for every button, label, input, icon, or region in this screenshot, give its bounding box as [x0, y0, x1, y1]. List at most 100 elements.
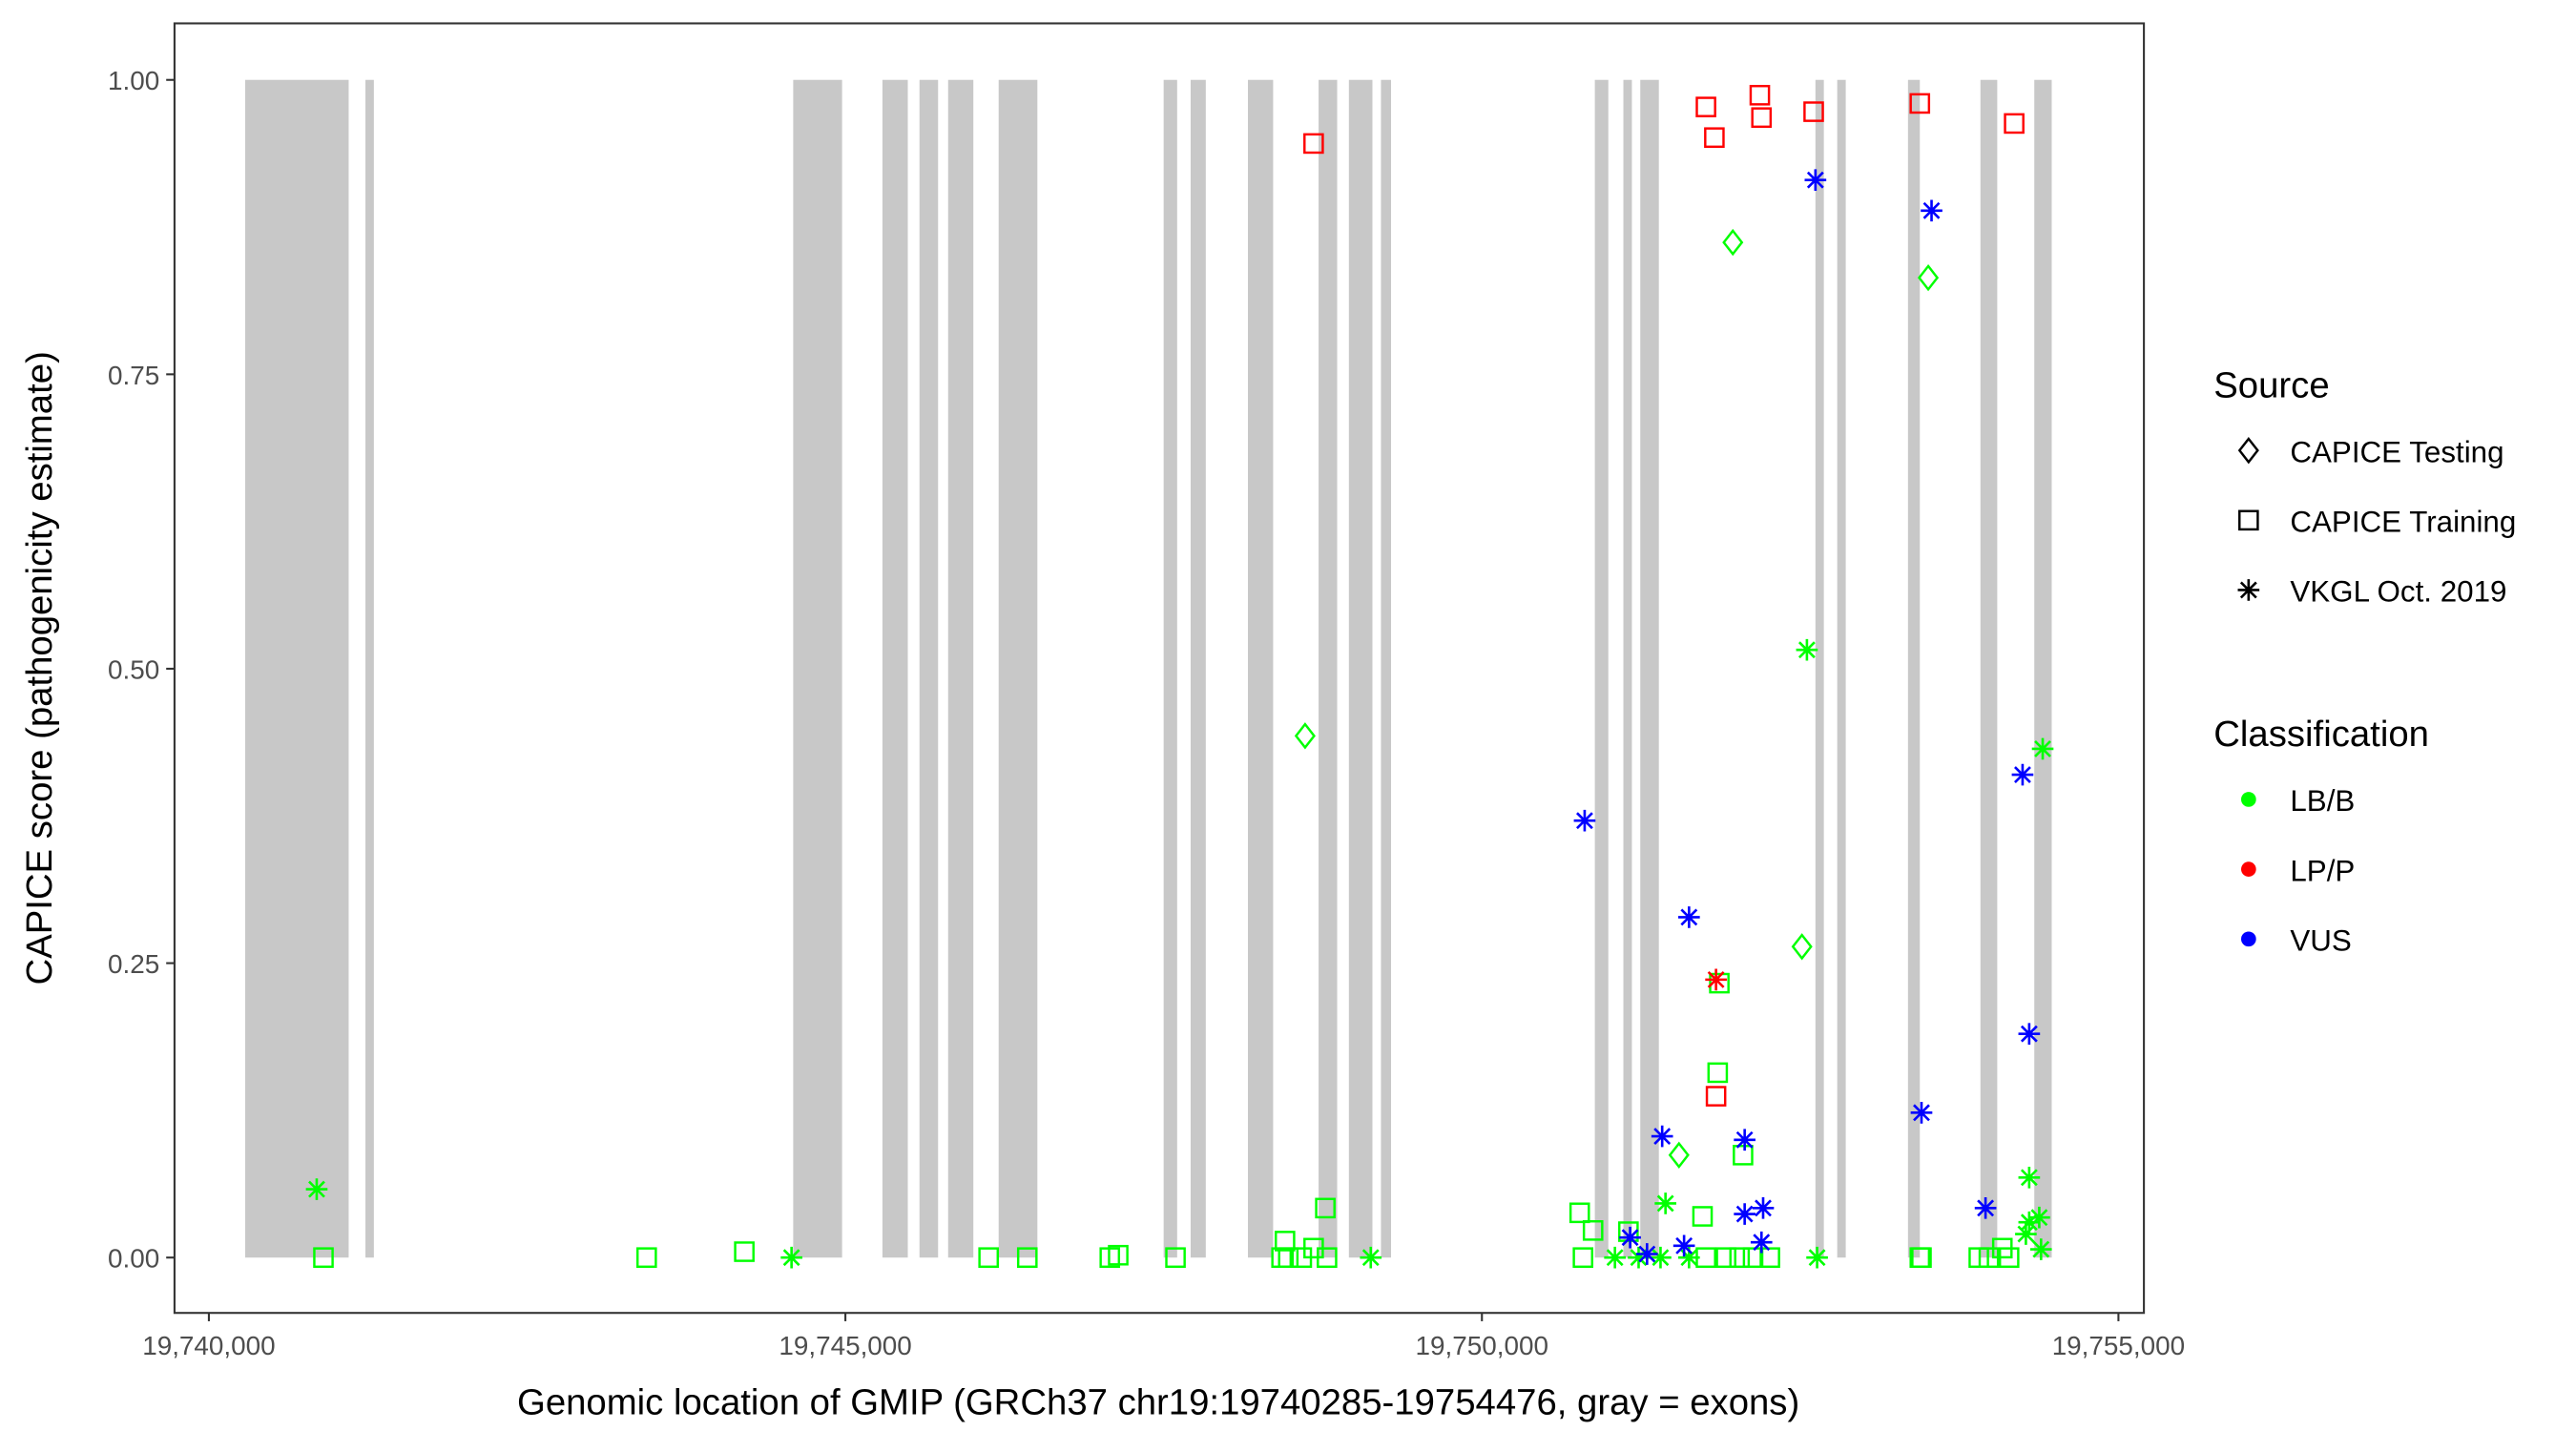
- x-tick-label: 19,740,000: [142, 1331, 275, 1360]
- data-point: [1974, 1197, 1997, 1219]
- legend: Source CAPICE Testing CAPICE Training VKGL…: [2213, 364, 2516, 957]
- exon-band: [1319, 79, 1338, 1258]
- exon-band: [1815, 79, 1824, 1258]
- exon-band: [1163, 79, 1177, 1258]
- data-point: [1918, 263, 1940, 292]
- data-point: [1650, 1246, 1672, 1269]
- exon-band: [947, 79, 974, 1258]
- y-tick-label: 0.75: [108, 361, 159, 390]
- exon-band: [1248, 79, 1274, 1258]
- data-point: [1108, 1244, 1129, 1266]
- data-point: [1678, 906, 1700, 928]
- data-point: [780, 1246, 802, 1269]
- legend-class-label: LB/B: [2290, 784, 2355, 818]
- data-point: [1315, 1197, 1336, 1219]
- x-tick-label: 19,750,000: [1416, 1331, 1548, 1360]
- data-point: [1619, 1226, 1641, 1249]
- data-point: [1921, 199, 1942, 222]
- legend-source-label: CAPICE Testing: [2290, 435, 2503, 468]
- data-point: [1759, 1247, 1780, 1269]
- data-point: [305, 1178, 328, 1200]
- data-points: [305, 84, 2054, 1269]
- y-tick-label: 0.25: [108, 949, 159, 979]
- data-point: [2015, 1223, 2037, 1245]
- data-point: [2018, 1023, 2041, 1045]
- legend-dot-icon: [2241, 861, 2256, 877]
- data-point: [2018, 1211, 2041, 1234]
- data-point: [1692, 1206, 1714, 1227]
- x-axis-title: Genomic location of GMIP (GRCh37 chr19:1…: [517, 1381, 1799, 1422]
- plot-panel: [174, 23, 2145, 1314]
- data-point: [1604, 1246, 1627, 1269]
- legend-dot-icon: [2241, 931, 2256, 947]
- exon-band: [1640, 79, 1659, 1258]
- data-point: [1715, 1247, 1736, 1269]
- legend-class-label: VUS: [2290, 923, 2351, 957]
- data-point: [1998, 1247, 2020, 1269]
- y-axis-ticks: 0.00 0.25 0.50 0.75 1.00: [108, 66, 175, 1274]
- data-point: [1729, 1247, 1751, 1269]
- data-point: [313, 1247, 334, 1269]
- data-point: [2011, 763, 2034, 786]
- data-point: [2031, 737, 2054, 760]
- data-point: [2028, 1206, 2050, 1229]
- data-point: [1360, 1246, 1382, 1269]
- data-point: [1796, 638, 1818, 661]
- data-point: [1572, 1247, 1593, 1269]
- data-point: [1582, 1220, 1604, 1241]
- data-point: [1803, 101, 1824, 122]
- data-point: [1751, 107, 1773, 129]
- data-point: [1750, 1231, 1773, 1254]
- data-point: [2029, 1238, 2052, 1260]
- data-point: [1695, 1247, 1716, 1269]
- exon-band: [1907, 79, 1921, 1258]
- x-tick-label: 19,745,000: [779, 1331, 911, 1360]
- exon-band: [244, 79, 349, 1258]
- data-point: [1568, 1202, 1590, 1224]
- data-point: [1704, 127, 1725, 149]
- exon-band: [998, 79, 1038, 1258]
- data-point: [1294, 722, 1316, 750]
- exon-band: [1190, 79, 1206, 1258]
- legend-source-label: VKGL Oct. 2019: [2290, 575, 2506, 609]
- legend-diamond-icon: [2237, 436, 2259, 465]
- legend-class-label: LP/P: [2290, 854, 2355, 887]
- data-point: [1678, 1246, 1700, 1269]
- data-point: [1752, 1197, 1775, 1219]
- exon-band: [1594, 79, 1609, 1258]
- data-point: [1695, 96, 1716, 117]
- exon-bands: [244, 79, 2052, 1258]
- legend-dot-icon: [2241, 792, 2256, 807]
- y-tick-label: 0.00: [108, 1244, 159, 1274]
- exon-band: [919, 79, 939, 1258]
- data-point: [1722, 228, 1744, 257]
- data-point: [1734, 1203, 1755, 1225]
- y-tick-label: 0.50: [108, 654, 159, 684]
- exon-band: [1837, 79, 1846, 1258]
- data-point: [1734, 1129, 1755, 1151]
- exon-band: [793, 79, 842, 1258]
- data-point: [2018, 1166, 2041, 1189]
- legend-square-icon: [2238, 509, 2259, 531]
- data-point: [1317, 1247, 1338, 1269]
- legend-source-title: Source: [2213, 364, 2329, 405]
- data-point: [1275, 1231, 1296, 1252]
- exon-band: [2034, 79, 2052, 1258]
- data-point: [1668, 1141, 1690, 1169]
- data-point: [1705, 968, 1727, 991]
- data-point: [1705, 1086, 1727, 1107]
- legend-classification-title: Classification: [2213, 714, 2429, 755]
- data-point: [1806, 1246, 1828, 1269]
- exon-band: [1381, 79, 1391, 1258]
- y-axis-title: CAPICE score (pathogenicity estimate): [19, 351, 60, 985]
- data-point: [1628, 1246, 1650, 1269]
- data-point: [1654, 1192, 1676, 1214]
- data-point: [1672, 1234, 1695, 1257]
- data-point: [1303, 133, 1324, 155]
- data-point: [1165, 1247, 1186, 1269]
- data-point: [1278, 1247, 1299, 1269]
- exon-band: [1348, 79, 1373, 1258]
- legend-source-label: CAPICE Training: [2290, 506, 2516, 539]
- data-point: [1910, 1102, 1933, 1124]
